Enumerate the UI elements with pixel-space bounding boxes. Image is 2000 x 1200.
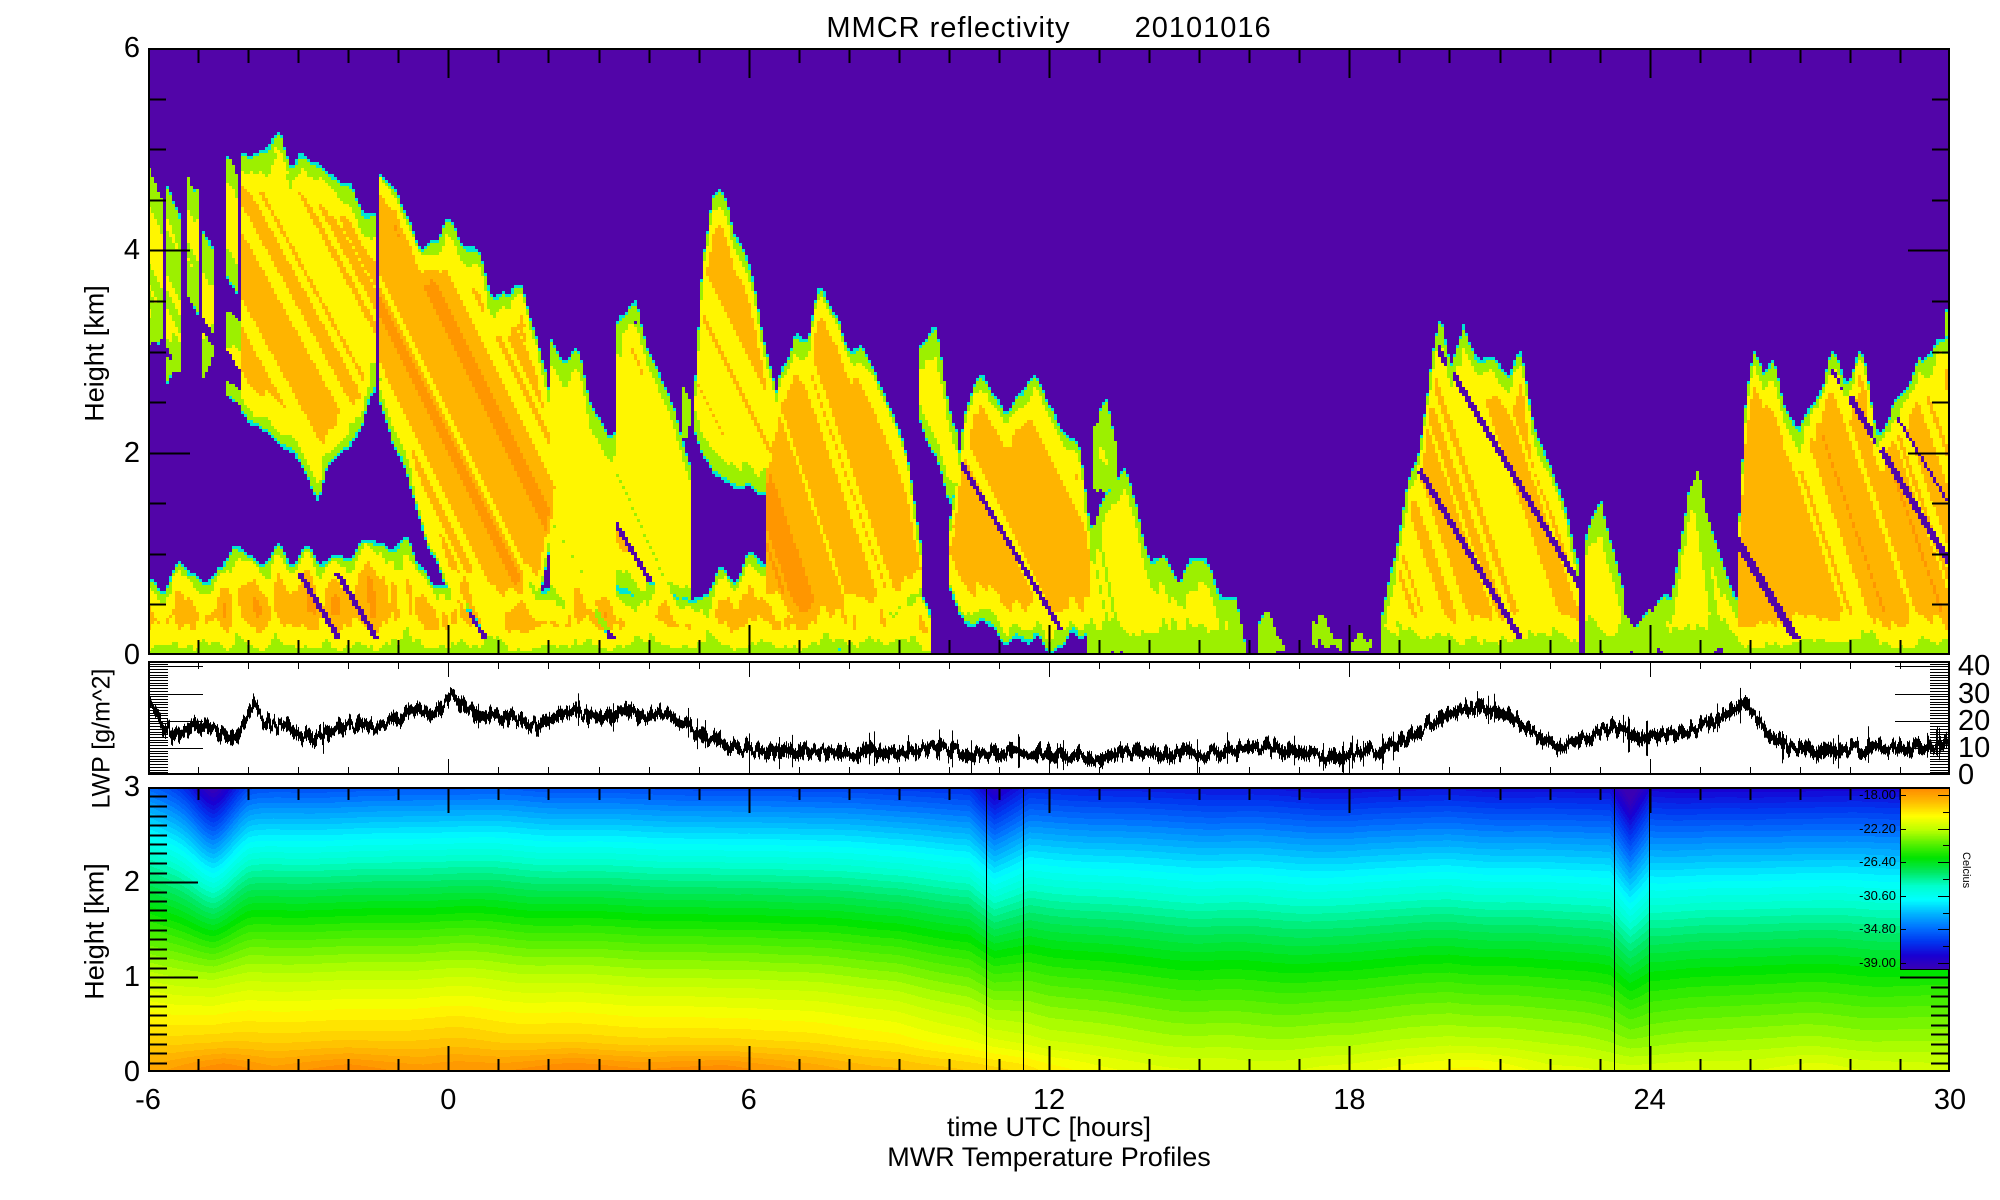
x-tick-label: -6 xyxy=(135,1084,161,1116)
temperature-y-tick-label: 3 xyxy=(123,771,140,803)
reflectivity-y-axis-label: Height [km] xyxy=(79,285,110,422)
reflectivity-y-tick-label: 2 xyxy=(123,436,140,469)
temperature-heatmap xyxy=(148,787,1950,1072)
reflectivity-y-tick-label: 0 xyxy=(123,639,140,671)
temperature-y-tick-label: 0 xyxy=(123,1056,140,1088)
colorbar-tick-label: -18.00 xyxy=(1859,787,1896,802)
colorbar-title: Celcius xyxy=(1960,852,1972,889)
lwp-y-tick-label: 40 xyxy=(1958,650,1991,683)
temperature-colorbar xyxy=(1900,788,1950,970)
lwp-y-tick-label: 20 xyxy=(1958,704,1991,737)
x-axis-label: time UTC [hours] xyxy=(946,1112,1152,1142)
chart-date: 20101016 xyxy=(1134,12,1272,44)
reflectivity-heatmap xyxy=(148,48,1950,655)
bottom-panel-title: MWR Temperature Profiles xyxy=(887,1142,1211,1172)
lwp-y-tick-label: 0 xyxy=(1958,759,1975,791)
colorbar-tick-label: -34.80 xyxy=(1859,921,1896,937)
reflectivity-y-tick-label: 4 xyxy=(123,234,140,267)
colorbar-tick-label: -30.60 xyxy=(1859,887,1896,903)
lwp-y-tick-label: 30 xyxy=(1958,677,1991,710)
x-tick-label: 6 xyxy=(740,1084,757,1116)
lwp-line-chart xyxy=(148,661,1950,775)
temperature-y-tick-label: 2 xyxy=(123,866,140,898)
x-tick-label: 30 xyxy=(1933,1084,1967,1116)
temperature-y-axis-label: Height [km] xyxy=(79,863,110,1000)
x-tick-label: 18 xyxy=(1333,1084,1366,1116)
chart-title: MMCR reflectivity 20101016 xyxy=(148,12,1950,45)
colorbar-tick-label: -26.40 xyxy=(1859,854,1896,870)
colorbar-tick-label: -39.00 xyxy=(1859,955,1896,970)
chart-title-text: MMCR reflectivity xyxy=(826,12,1071,44)
lwp-y-tick-label: 10 xyxy=(1958,731,1991,764)
x-tick-label: 0 xyxy=(440,1084,457,1116)
x-tick-label: 24 xyxy=(1633,1084,1666,1116)
temperature-y-tick-label: 1 xyxy=(123,961,140,993)
colorbar-tick-label: -22.20 xyxy=(1859,820,1896,836)
x-tick-label: 12 xyxy=(1032,1084,1066,1116)
reflectivity-y-tick-label: 6 xyxy=(123,32,140,64)
